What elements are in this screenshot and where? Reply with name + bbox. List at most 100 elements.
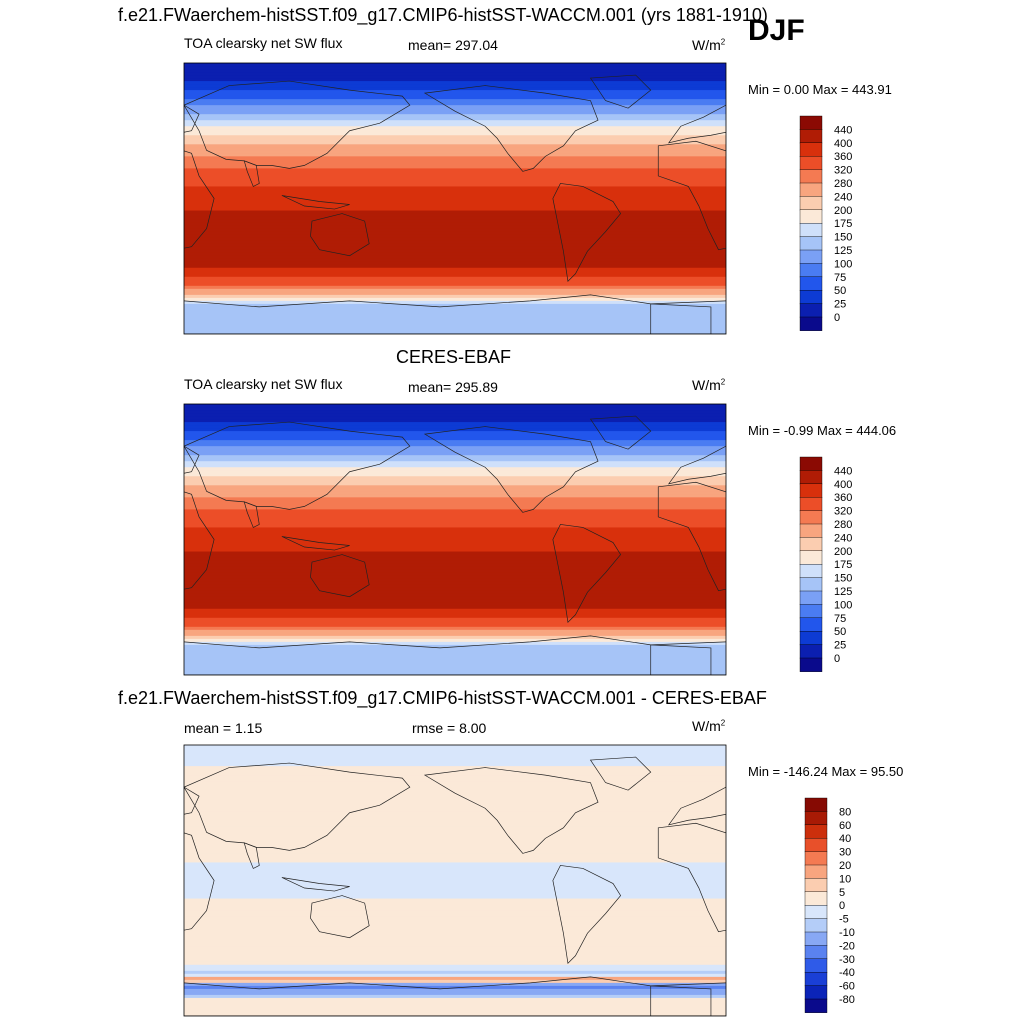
obs-units-label: W/m2 <box>692 377 726 393</box>
lat-band <box>184 231 726 236</box>
lat-band <box>184 928 726 933</box>
lat-band <box>184 90 726 94</box>
lat-band <box>184 844 726 848</box>
lat-band <box>184 931 726 936</box>
lat-band <box>184 246 726 251</box>
lat-band <box>184 925 726 930</box>
lat-band <box>184 267 726 272</box>
season-label: DJF <box>748 14 805 47</box>
obs-map-frame <box>183 403 727 676</box>
lat-band <box>184 772 726 776</box>
lat-band <box>184 769 726 773</box>
lat-band <box>184 907 726 912</box>
colorbar-tick-label: -10 <box>839 927 855 939</box>
lat-band <box>184 234 726 239</box>
model-minmax-label: Min = 0.00 Max = 443.91 <box>748 82 892 97</box>
colorbar-box <box>799 617 823 632</box>
lat-band <box>184 189 726 194</box>
lat-band <box>184 997 726 1002</box>
colorbar-tick-label: -20 <box>839 940 855 952</box>
colorbar-tick-label: 200 <box>834 546 852 558</box>
colorbar-tick-label: 25 <box>834 640 846 652</box>
colorbar-tick-label: 280 <box>834 178 852 190</box>
colorbar-tick-label: 20 <box>839 860 851 872</box>
lat-band <box>184 416 726 420</box>
lat-band <box>184 81 726 85</box>
lat-band <box>184 470 726 474</box>
colorbar-box <box>799 209 823 224</box>
colorbar-tick-label: 10 <box>839 873 851 885</box>
lat-band <box>184 895 726 900</box>
lat-band <box>184 853 726 858</box>
lat-band <box>184 327 726 332</box>
colorbar-box <box>804 905 828 920</box>
lat-band <box>184 255 726 260</box>
lat-band <box>184 611 726 616</box>
lat-band <box>184 135 726 139</box>
lat-band <box>184 186 726 191</box>
colorbar-tick-label: 50 <box>834 626 846 638</box>
lat-band <box>184 198 726 203</box>
lat-band <box>184 641 726 646</box>
lat-band <box>184 75 726 79</box>
colorbar-tick-label: 40 <box>839 833 851 845</box>
lat-band <box>184 213 726 218</box>
colorbar-tick-label: 125 <box>834 586 852 598</box>
lat-band <box>184 835 726 839</box>
lat-band <box>184 153 726 157</box>
colorbar-box <box>799 236 823 251</box>
lat-band <box>184 596 726 601</box>
colorbar-box <box>804 985 828 1000</box>
lat-band <box>184 404 726 408</box>
lat-band <box>184 443 726 447</box>
lat-band <box>184 225 726 230</box>
lat-band <box>184 623 726 628</box>
lat-band <box>184 306 726 311</box>
lat-band <box>184 219 726 224</box>
lat-band <box>184 72 726 76</box>
lat-band <box>184 1012 726 1016</box>
lat-band <box>184 880 726 885</box>
lat-band <box>184 108 726 112</box>
diff-map-frame <box>183 744 727 1017</box>
lat-band <box>184 817 726 821</box>
lat-band <box>184 874 726 879</box>
colorbar-box <box>804 891 828 906</box>
lat-band <box>184 608 726 613</box>
lat-band <box>184 973 726 978</box>
lat-band <box>184 479 726 483</box>
colorbar-box <box>799 115 823 130</box>
lat-band <box>184 584 726 589</box>
lat-band <box>184 464 726 468</box>
lat-band <box>184 482 726 486</box>
lat-band <box>184 793 726 797</box>
lat-band <box>184 632 726 637</box>
lat-band <box>184 192 726 197</box>
lat-band <box>184 937 726 942</box>
lat-band <box>184 910 726 915</box>
lat-band <box>184 877 726 882</box>
lat-band <box>184 617 726 622</box>
lat-band <box>184 751 726 755</box>
lat-band <box>184 222 726 227</box>
colorbar-box <box>799 550 823 565</box>
lat-band <box>184 177 726 182</box>
lat-band <box>184 69 726 73</box>
lat-band <box>184 78 726 82</box>
lat-band <box>184 144 726 148</box>
lat-band <box>184 778 726 782</box>
lat-band <box>184 982 726 987</box>
lat-band <box>184 210 726 215</box>
lat-band <box>184 916 726 921</box>
colorbar-box <box>799 249 823 264</box>
lat-band <box>184 228 726 233</box>
lat-band <box>184 204 726 209</box>
obs-mean-label: mean= 295.89 <box>408 379 498 395</box>
colorbar-tick-label: 30 <box>839 847 851 859</box>
lat-band <box>184 294 726 299</box>
lat-band <box>184 823 726 827</box>
lat-band <box>184 258 726 263</box>
lat-band <box>184 949 726 954</box>
lat-band <box>184 919 726 924</box>
